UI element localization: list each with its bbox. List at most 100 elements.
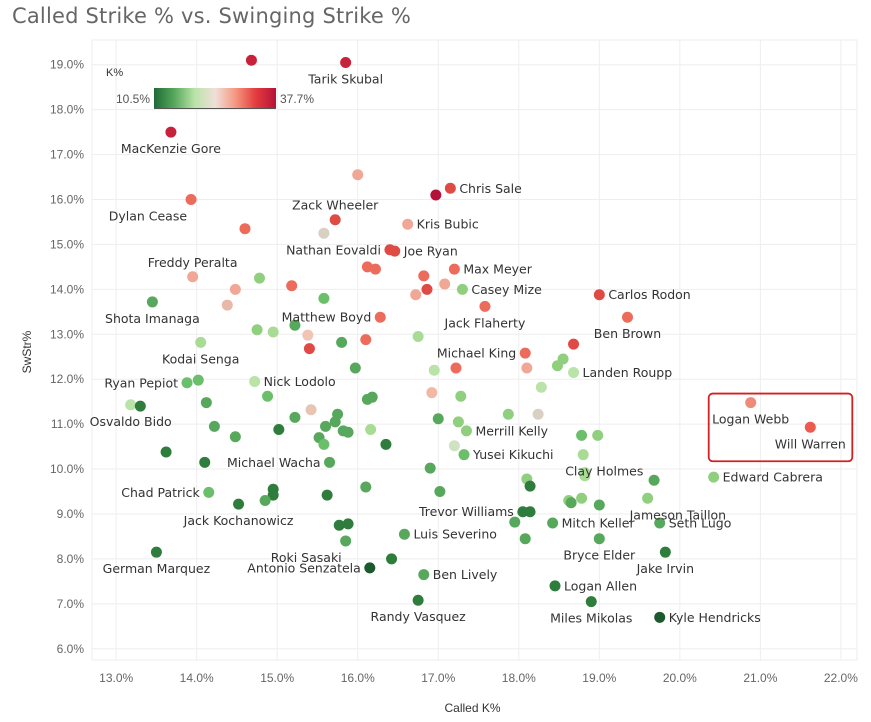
scatter-point[interactable] <box>424 462 436 474</box>
scatter-point[interactable] <box>551 360 563 372</box>
scatter-point[interactable] <box>303 343 315 355</box>
color-legend[interactable]: K% 10.5% 37.7% <box>106 67 314 109</box>
scatter-point[interactable] <box>418 270 430 282</box>
scatter-point[interactable] <box>592 429 604 441</box>
scatter-point[interactable] <box>428 364 440 376</box>
scatter-point[interactable] <box>402 218 414 230</box>
scatter-point[interactable] <box>412 594 424 606</box>
scatter-point[interactable] <box>450 362 462 374</box>
scatter-point[interactable] <box>460 425 472 437</box>
scatter-point[interactable] <box>208 420 220 432</box>
scatter-point[interactable] <box>229 431 241 443</box>
scatter-point[interactable] <box>654 517 666 529</box>
scatter-point[interactable] <box>289 319 301 331</box>
scatter-point[interactable] <box>519 347 531 359</box>
scatter-point[interactable] <box>340 535 352 547</box>
scatter-point[interactable] <box>421 283 433 295</box>
scatter-point[interactable] <box>593 499 605 511</box>
scatter-point[interactable] <box>412 331 424 343</box>
scatter-point[interactable] <box>318 227 330 239</box>
scatter-point[interactable] <box>320 420 332 432</box>
scatter-point[interactable] <box>249 375 261 387</box>
scatter-point[interactable] <box>576 429 588 441</box>
scatter-point[interactable] <box>318 292 330 304</box>
scatter-point[interactable] <box>521 362 533 374</box>
scatter-point[interactable] <box>253 272 265 284</box>
scatter-point[interactable] <box>200 397 212 409</box>
scatter-point[interactable] <box>369 263 381 275</box>
scatter-point[interactable] <box>324 456 336 468</box>
scatter-point[interactable] <box>452 416 464 428</box>
scatter-point[interactable] <box>340 56 352 68</box>
scatter-point[interactable] <box>434 486 446 498</box>
scatter-point[interactable] <box>305 404 317 416</box>
scatter-point[interactable] <box>221 299 233 311</box>
scatter-point[interactable] <box>593 289 605 301</box>
scatter-point[interactable] <box>659 546 671 558</box>
scatter-point[interactable] <box>286 280 298 292</box>
scatter-point[interactable] <box>576 492 588 504</box>
scatter-point[interactable] <box>568 366 580 378</box>
scatter-point[interactable] <box>535 381 547 393</box>
scatter-point[interactable] <box>448 440 460 452</box>
scatter-point[interactable] <box>509 516 521 528</box>
scatter-point[interactable] <box>426 387 438 399</box>
scatter-point[interactable] <box>804 421 816 433</box>
scatter-point[interactable] <box>568 338 580 350</box>
scatter-point[interactable] <box>455 390 467 402</box>
scatter-point[interactable] <box>318 438 330 450</box>
scatter-point[interactable] <box>524 480 536 492</box>
scatter-point[interactable] <box>342 426 354 438</box>
scatter-point[interactable] <box>302 329 314 341</box>
scatter-point[interactable] <box>321 489 333 501</box>
scatter-point[interactable] <box>342 518 354 530</box>
scatter-point[interactable] <box>259 495 271 507</box>
scatter-point[interactable] <box>398 528 410 540</box>
scatter-point[interactable] <box>380 438 392 450</box>
scatter-point[interactable] <box>549 580 561 592</box>
scatter-point[interactable] <box>185 193 197 205</box>
scatter-point[interactable] <box>181 377 193 389</box>
scatter-point[interactable] <box>203 486 215 498</box>
scatter-point[interactable] <box>233 498 245 510</box>
scatter-point[interactable] <box>289 411 301 423</box>
scatter-point[interactable] <box>195 336 207 348</box>
scatter-point[interactable] <box>579 470 591 482</box>
scatter-point[interactable] <box>524 506 536 518</box>
scatter-point[interactable] <box>125 399 137 411</box>
scatter-point[interactable] <box>134 400 146 412</box>
scatter-point[interactable] <box>329 214 341 226</box>
scatter-point[interactable] <box>389 245 401 257</box>
scatter-point[interactable] <box>267 489 279 501</box>
scatter-point[interactable] <box>386 553 398 565</box>
scatter-point[interactable] <box>593 533 605 545</box>
scatter-point[interactable] <box>273 424 285 436</box>
scatter-point[interactable] <box>146 296 158 308</box>
scatter-point[interactable] <box>374 311 386 323</box>
scatter-point[interactable] <box>365 424 377 436</box>
scatter-point[interactable] <box>519 533 531 545</box>
scatter-point[interactable] <box>165 126 177 138</box>
scatter-point[interactable] <box>192 374 204 386</box>
scatter-point[interactable] <box>532 408 544 420</box>
scatter-point[interactable] <box>352 169 364 181</box>
scatter-point[interactable] <box>262 390 274 402</box>
scatter-point[interactable] <box>333 519 345 531</box>
scatter-point[interactable] <box>458 449 470 461</box>
scatter-point[interactable] <box>456 283 468 295</box>
scatter-point[interactable] <box>448 263 460 275</box>
scatter-point[interactable] <box>585 596 597 608</box>
scatter-point[interactable] <box>160 446 172 458</box>
scatter-point[interactable] <box>336 336 348 348</box>
scatter-point[interactable] <box>364 562 376 574</box>
scatter-point[interactable] <box>418 569 430 581</box>
scatter-point[interactable] <box>251 324 263 336</box>
scatter-point[interactable] <box>229 283 241 295</box>
scatter-point[interactable] <box>577 449 589 461</box>
scatter-point[interactable] <box>245 54 257 66</box>
scatter-point[interactable] <box>622 311 633 323</box>
scatter-point[interactable] <box>479 300 491 312</box>
scatter-point[interactable] <box>648 474 660 486</box>
scatter-point[interactable] <box>565 497 577 509</box>
scatter-point[interactable] <box>410 289 422 301</box>
